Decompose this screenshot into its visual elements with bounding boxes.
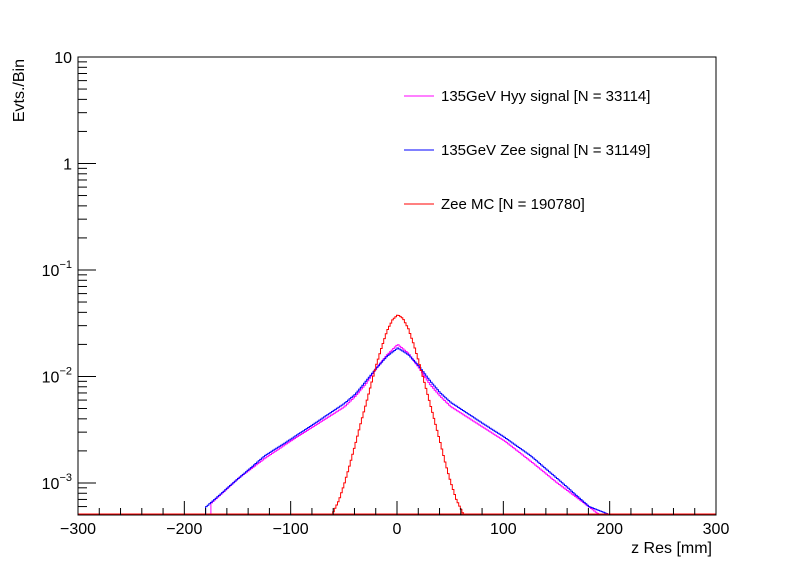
legend-label-1: 135GeV Zee signal [N = 31149] — [441, 142, 650, 159]
series-line-2 — [331, 314, 465, 516]
y-tick-label: 10 — [54, 50, 72, 67]
y-tick-label: 1 — [63, 156, 72, 173]
y-tick-label: 10−1 — [42, 259, 72, 280]
legend-label-0: 135GeV Hyy signal [N = 33114] — [441, 88, 650, 105]
legend-label-2: Zee MC [N = 190780] — [441, 196, 585, 213]
x-tick-label: 0 — [393, 521, 402, 538]
x-tick-label: 300 — [703, 521, 730, 538]
series-layer — [78, 314, 716, 516]
legend: 135GeV Hyy signal [N = 33114] 135GeV Zee … — [404, 88, 650, 213]
x-tick-label: −300 — [60, 521, 96, 538]
plot-frame — [77, 56, 717, 516]
x-axis: −300 −200 −100 0 100 200 300 — [60, 501, 729, 538]
series-line-1 — [205, 347, 611, 516]
x-axis-title: z Res [mm] — [631, 540, 712, 557]
x-tick-label: 200 — [596, 521, 623, 538]
series-line-0 — [210, 344, 601, 516]
y-axis-title: Evts./Bin — [11, 59, 28, 122]
x-tick-label: −200 — [166, 521, 202, 538]
y-axis: 10−3 10−2 10−1 1 10 — [42, 50, 96, 516]
y-tick-label: 10−3 — [42, 472, 72, 493]
x-tick-label: 100 — [490, 521, 517, 538]
x-tick-label: −100 — [273, 521, 309, 538]
y-tick-label: 10−2 — [42, 365, 72, 386]
